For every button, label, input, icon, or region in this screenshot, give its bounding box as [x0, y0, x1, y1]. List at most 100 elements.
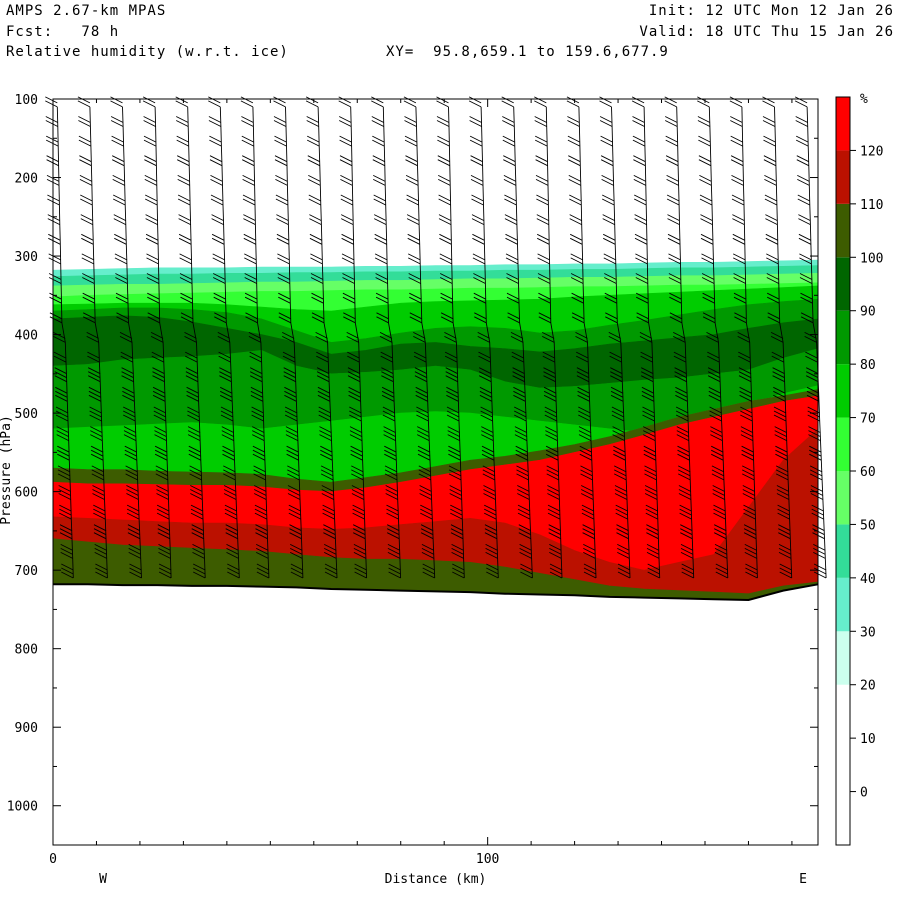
- wind-barb-flag: [93, 532, 107, 540]
- wind-barb-flag: [177, 174, 190, 182]
- wind-barb-flag: [669, 316, 683, 324]
- wind-barb-flag: [675, 414, 689, 422]
- wind-barb-flag: [352, 512, 365, 520]
- wind-barb-flag: [143, 139, 157, 147]
- wind-barb-flag: [646, 532, 659, 540]
- wind-barb-flag: [386, 508, 399, 516]
- wind-barb-flag: [612, 430, 625, 438]
- wind-barb-flag: [640, 355, 653, 363]
- wind-barb-flag: [112, 198, 126, 206]
- wind-barb-flag: [582, 524, 595, 532]
- wind-barb-flag: [534, 116, 547, 123]
- wind-barb-flag: [316, 351, 329, 359]
- wind-barb-flag: [501, 100, 514, 108]
- wind-barb-flag: [408, 277, 421, 284]
- wind-barb-flag: [187, 410, 200, 418]
- wind-barb-flag: [315, 331, 328, 339]
- wind-barb-flag: [707, 375, 721, 383]
- wind-barb-column: [240, 96, 270, 579]
- wind-barb-flag: [146, 257, 159, 265]
- wind-barb-flag: [806, 394, 820, 402]
- wind-barb-flag: [114, 257, 128, 265]
- wind-barb-flag: [805, 367, 819, 375]
- wind-barb-flag: [245, 312, 258, 320]
- wind-barb-flag: [379, 331, 393, 339]
- wind-barb-flag: [128, 547, 141, 555]
- wind-barb-flag: [420, 512, 433, 520]
- wind-barb-flag: [217, 335, 231, 343]
- wind-barb-flag: [122, 386, 135, 394]
- wind-barb-flag: [308, 178, 321, 186]
- wind-barb-flag: [547, 508, 561, 516]
- wind-barb-flag: [451, 547, 464, 555]
- y-tick-label: 900: [15, 721, 38, 736]
- wind-barb-flag: [120, 355, 134, 363]
- wind-barb-flag: [436, 116, 450, 123]
- wind-barb-flag: [642, 410, 655, 418]
- wind-barb-flag: [712, 489, 725, 496]
- wind-barb-flag: [48, 257, 61, 265]
- wind-barb-flag: [579, 449, 593, 457]
- wind-barb-flag: [613, 449, 626, 457]
- wind-barb-flag: [123, 434, 137, 442]
- wind-barb-flag: [546, 473, 559, 481]
- wind-barb-flag: [599, 116, 613, 123]
- wind-barb-flag: [372, 155, 386, 163]
- wind-barb-flag: [91, 465, 105, 473]
- wind-barb-flag: [481, 430, 494, 438]
- wind-barb-flag: [59, 532, 73, 540]
- wind-barb-flag: [244, 296, 258, 304]
- wind-barb-flag: [151, 355, 165, 363]
- wind-barb-flag: [157, 524, 171, 532]
- wind-barb-flag: [470, 155, 483, 163]
- wind-barb-flag: [416, 414, 429, 422]
- wind-barb-flag: [380, 351, 393, 359]
- wind-barb-flag: [285, 434, 299, 442]
- wind-barb-flag: [420, 508, 433, 516]
- wind-barb-flag: [775, 445, 788, 453]
- wind-barb-flag: [111, 139, 124, 147]
- wind-barb-flag: [641, 394, 655, 402]
- wind-barb-flag: [669, 312, 683, 320]
- wind-barb-flag: [374, 257, 388, 265]
- wind-barb-flag: [383, 426, 396, 434]
- wind-barb-flag: [352, 528, 366, 536]
- wind-barb-flag: [534, 96, 547, 104]
- wind-barb-flag: [710, 449, 724, 457]
- wind-barb-flag: [154, 445, 168, 453]
- wind-barb-flag: [175, 116, 189, 123]
- wind-barb-flag: [421, 551, 435, 559]
- wind-barb-flag: [211, 233, 225, 241]
- wind-barb-flag: [189, 465, 202, 473]
- wind-barb-flag: [142, 100, 156, 108]
- wind-barb-flag: [745, 571, 758, 579]
- wind-barb-flag: [762, 116, 776, 123]
- wind-barb-flag: [485, 543, 498, 551]
- wind-barb-flag: [90, 426, 103, 434]
- wind-barb-flag: [647, 563, 660, 571]
- wind-barb-flag: [809, 445, 822, 453]
- wind-barb-flag: [322, 512, 335, 520]
- wind-barb-flag: [438, 194, 451, 202]
- wind-barb-flag: [80, 194, 93, 202]
- wind-barb-flag: [78, 120, 91, 127]
- wind-barb-flag: [474, 312, 487, 320]
- wind-barb-flag: [519, 547, 532, 555]
- wind-barb-flag: [125, 473, 138, 481]
- wind-barb-flag: [386, 532, 400, 540]
- wind-barb-flag: [732, 218, 745, 226]
- wind-barb-flag: [813, 563, 827, 571]
- wind-barb-flag: [409, 296, 422, 304]
- wind-barb-flag: [599, 96, 612, 104]
- wind-barb-flag: [764, 198, 778, 206]
- wind-barb-flag: [126, 508, 140, 516]
- wind-barb-flag: [240, 96, 254, 104]
- wind-barb-flag: [218, 355, 231, 363]
- wind-barb-flag: [351, 465, 364, 473]
- wind-barb-flag: [730, 116, 743, 123]
- wind-barb-column: [501, 96, 533, 579]
- wind-barb-flag: [339, 155, 353, 163]
- wind-barb-flag: [517, 504, 531, 512]
- wind-barb-flag: [240, 100, 254, 108]
- wind-barb-flag: [610, 386, 624, 394]
